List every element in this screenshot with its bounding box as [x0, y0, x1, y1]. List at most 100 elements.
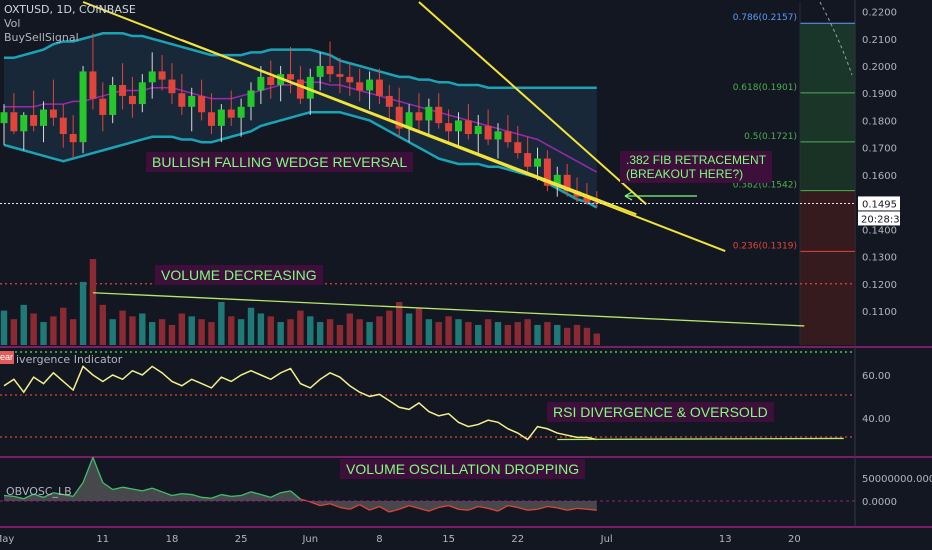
obv-line-segment — [329, 503, 341, 509]
annotation-rsi: RSI DIVERGENCE & OVERSOLD — [547, 402, 774, 422]
candle-body — [207, 112, 215, 126]
fib-zone — [800, 141, 855, 191]
volume-bar — [198, 319, 205, 345]
candle-body — [395, 106, 403, 129]
obv-line-segment — [497, 505, 509, 512]
obv-line-segment — [527, 508, 538, 511]
candle-body — [464, 120, 472, 135]
volume-bar — [10, 319, 18, 345]
volume-bar — [297, 310, 304, 345]
candle-body — [40, 109, 48, 126]
chart-title[interactable]: OXTUSD, 1D, COINBASE — [4, 3, 136, 16]
obv-line-segment — [517, 506, 528, 511]
candle-body — [168, 79, 176, 94]
volume-bar — [149, 322, 156, 345]
wedge-trendline — [418, 1, 647, 206]
candle-body — [534, 158, 542, 167]
candle-body — [257, 76, 265, 91]
fib-level-label: 0.236(0.1319) — [733, 241, 797, 251]
obv-line-segment — [487, 507, 499, 512]
volume-bar — [316, 322, 324, 345]
annotation-wedge: BULLISH FALLING WEDGE REVERSAL — [146, 152, 414, 172]
obv-line-segment — [3, 494, 14, 498]
candle-body — [405, 112, 413, 129]
rsi-pane-title[interactable]: ivergence Indicator — [16, 353, 123, 366]
obv-line-segment — [270, 492, 281, 498]
obv-line-segment — [438, 504, 449, 509]
buysell-indicator-label[interactable]: BuySellSignal — [4, 31, 79, 44]
bollinger-upper — [4, 32, 597, 89]
volume-bar — [69, 319, 77, 345]
annotation-obv: VOLUME OSCILLATION DROPPING — [340, 459, 586, 479]
obv-line-segment — [102, 482, 114, 491]
volume-bar — [405, 313, 413, 345]
obv-area — [4, 457, 597, 513]
obv-line-segment — [448, 504, 459, 510]
volume-bar — [563, 327, 571, 345]
obv-tick-label: 50000000.0000 — [862, 474, 932, 485]
obv-pane-title[interactable]: OBVOSC_LB — [6, 485, 72, 498]
obv-line-segment — [418, 507, 430, 512]
obv-line-segment — [132, 488, 143, 492]
candle-body — [99, 98, 107, 115]
candle-body — [198, 95, 206, 113]
candle-body — [326, 65, 334, 75]
candle-body — [237, 106, 245, 118]
obv-line-segment — [122, 486, 133, 490]
candle-body — [474, 125, 482, 135]
volume-indicator-label[interactable]: Vol — [4, 17, 21, 30]
obv-line-segment — [43, 492, 54, 498]
obv-line-segment — [250, 491, 262, 496]
price-tick-label: 0.1700 — [862, 144, 897, 155]
volume-bar — [218, 302, 225, 345]
obv-line-segment — [181, 492, 192, 496]
countdown-value: 20:28:30 — [861, 214, 906, 225]
price-tick-label: 0.2000 — [862, 62, 897, 73]
candle-body — [306, 76, 314, 99]
fib-level-label: 0.5(0.1721) — [744, 132, 797, 142]
fib-zone — [800, 92, 855, 142]
volume-bar — [287, 319, 294, 345]
bollinger-lower — [3, 111, 598, 209]
volume-bar — [593, 333, 600, 345]
volume-bar — [465, 322, 472, 345]
candle-body — [593, 202, 601, 204]
candle-body — [563, 174, 571, 192]
candle-body — [148, 71, 156, 83]
obv-line-segment — [468, 505, 479, 511]
volume-bar — [494, 322, 502, 345]
candle-body — [366, 79, 374, 91]
candle-body — [89, 71, 97, 99]
candle-body — [296, 79, 304, 99]
rsi-tick-label: 40.00 — [862, 414, 891, 425]
obv-line-segment — [92, 457, 104, 483]
current-price-value: 0.1495 — [862, 199, 897, 210]
volume-bar — [178, 313, 186, 345]
volume-bar — [534, 324, 541, 345]
candle-body — [484, 125, 492, 140]
candle-body — [59, 117, 67, 135]
price-tick-label: 0.1300 — [862, 253, 897, 264]
volume-bar — [554, 324, 561, 345]
candle-body — [79, 71, 87, 143]
obv-line-segment — [112, 486, 123, 491]
fib-level-label: 0.786(0.2157) — [733, 13, 797, 23]
volume-bar — [336, 324, 344, 345]
time-tick-label: 8 — [376, 534, 382, 545]
obv-line-segment — [82, 457, 94, 483]
obv-line-segment — [260, 493, 271, 498]
annotation-volume: VOLUME DECREASING — [155, 265, 323, 285]
obv-line-segment — [320, 503, 331, 507]
volume-bar — [277, 322, 284, 345]
obv-line-segment — [478, 505, 489, 509]
volume-bar — [396, 302, 403, 345]
volume-bar — [188, 316, 195, 345]
candle-body — [494, 131, 502, 140]
volume-bar — [307, 316, 314, 345]
price-tick-label: 0.1100 — [862, 307, 897, 318]
price-tick-label: 0.1900 — [862, 89, 897, 100]
annotation-fib: .382 FIB RETRACEMENT (BREAKOUT HERE?) — [620, 151, 773, 183]
price-tick-label: 0.1800 — [862, 116, 897, 127]
volume-bar — [228, 316, 235, 345]
